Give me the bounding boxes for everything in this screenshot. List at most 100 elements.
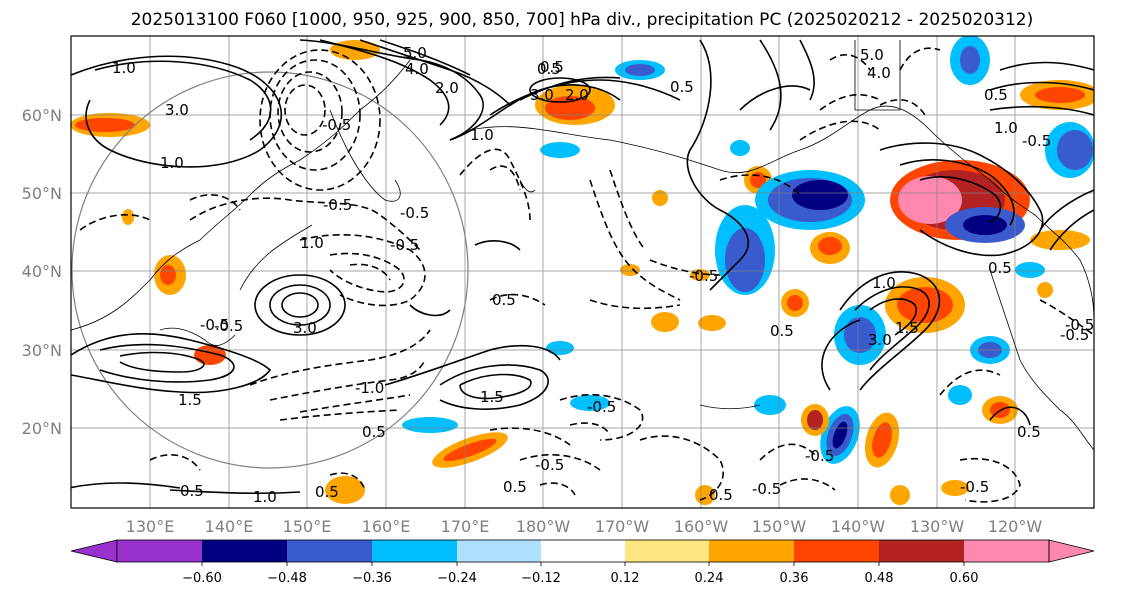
contour-label: 4.0 xyxy=(405,60,429,78)
colorbar-tick-label: −0.12 xyxy=(521,571,561,586)
contour-label: 3.0 xyxy=(530,86,554,104)
plot-title: 2025013100 F060 [1000, 950, 925, 900, 85… xyxy=(131,10,1034,30)
lon-tick-label: 140°E xyxy=(205,517,254,536)
colorbar-tick-label: 0.60 xyxy=(950,571,979,586)
colorbar-segment xyxy=(457,540,541,562)
contour-label: -0.5 xyxy=(323,196,352,214)
contour-label: 1.0 xyxy=(253,488,277,506)
lon-tick-label: 120°W xyxy=(988,517,1043,536)
precip-shading xyxy=(71,36,1094,505)
contour-label: -0.5 xyxy=(200,316,229,334)
lon-tick-label: 150°W xyxy=(752,517,807,536)
contour-label: 0.5 xyxy=(770,322,794,340)
map-frame xyxy=(70,35,1095,509)
contour-label: 3.0 xyxy=(165,101,189,119)
colorbar-extend-min xyxy=(70,539,118,563)
contour-label: -0.5 xyxy=(1060,326,1089,344)
colorbar-segment xyxy=(202,540,287,562)
contour-label: 2.0 xyxy=(565,86,589,104)
lat-tick-label: 20°N xyxy=(22,419,62,438)
colorbar-tick-label: 0.24 xyxy=(695,571,724,586)
contour-label: 5.0 xyxy=(860,46,884,64)
positive-contours xyxy=(71,39,1094,495)
lon-tick-label: 130°E xyxy=(126,517,175,536)
contour-label: -0.5 xyxy=(1065,316,1094,334)
contour-label: -0.5 xyxy=(214,317,243,335)
contour-label: 0.5 xyxy=(180,482,204,500)
contour-label: 4.0 xyxy=(867,64,891,82)
contour-label: 1.0 xyxy=(160,154,184,172)
contour-label: -0.5 xyxy=(752,480,781,498)
contour-label: -0.5 xyxy=(689,267,718,285)
lon-axis: 130°E 140°E 150°E 160°E 170°E 180°W 170°… xyxy=(126,517,1043,536)
contour-label: 0.5 xyxy=(988,259,1012,277)
colorbar-tick-label: 0.36 xyxy=(780,571,809,586)
contour-label: -0.5 xyxy=(322,116,351,134)
contour-label: -0.5 xyxy=(587,398,616,416)
lat-tick-label: 30°N xyxy=(22,341,62,360)
reference-circle xyxy=(71,71,469,469)
gridlines xyxy=(71,36,1094,508)
contour-label: -0.5 xyxy=(390,236,419,254)
contour-label: 0.5 xyxy=(670,78,694,96)
negative-contours xyxy=(79,47,1094,503)
contour-label: 1.5 xyxy=(178,391,202,409)
lat-tick-label: 50°N xyxy=(22,184,62,203)
colorbar-segment xyxy=(964,540,1049,562)
map-area: 1.0 3.0 5.0 4.0 2.0 0.5 -0.5 1.0 -0.5 3.… xyxy=(71,36,1094,508)
contour-label: 1.0 xyxy=(300,234,324,252)
contour-label: 5.0 xyxy=(403,44,427,62)
colorbar-segment xyxy=(794,540,879,562)
colorbar-tick-label: −0.36 xyxy=(352,571,392,586)
contour-label: -0.5 xyxy=(1022,132,1051,150)
colorbar-segment xyxy=(709,540,794,562)
lon-tick-label: 130°W xyxy=(910,517,965,536)
contour-label: 0.5 xyxy=(315,483,339,501)
contour-label: 1.5 xyxy=(895,319,919,337)
lat-axis: 60°N 50°N 40°N 30°N 20°N xyxy=(22,106,62,438)
contour-label: 0.5 xyxy=(540,58,564,76)
contour-label: 0.5 xyxy=(1017,423,1041,441)
colorbar-outline xyxy=(116,539,1050,563)
colorbar-segment xyxy=(879,540,964,562)
colorbar-segment xyxy=(372,540,457,562)
contour-label: -0.5 xyxy=(805,447,834,465)
contour-label: -0.5 xyxy=(400,204,429,222)
colorbar-extend-max xyxy=(1048,539,1095,563)
contour-label: 1.0 xyxy=(872,274,896,292)
colorbar: −0.60 −0.48 −0.36 −0.24 −0.12 0.12 0.24 … xyxy=(70,539,1095,586)
coastlines xyxy=(71,40,1094,451)
contour-labels: 1.0 3.0 5.0 4.0 2.0 0.5 -0.5 1.0 -0.5 3.… xyxy=(112,44,1094,506)
contour-label: 0.5 xyxy=(492,291,516,309)
colorbar-tick-label: −0.60 xyxy=(182,571,222,586)
colorbar-tick-label: 0.12 xyxy=(611,571,640,586)
colorbar-segment xyxy=(287,540,372,562)
lon-tick-label: 160°W xyxy=(674,517,729,536)
colorbar-segment xyxy=(625,540,709,562)
colorbar-tick-label: −0.24 xyxy=(437,571,477,586)
contour-label: -0.5 xyxy=(535,456,564,474)
lon-tick-label: 150°E xyxy=(283,517,332,536)
contour-label: 1.0 xyxy=(112,59,136,77)
contour-label: 1.5 xyxy=(480,388,504,406)
contour-label: 2.0 xyxy=(435,79,459,97)
colorbar-tick-label: −0.48 xyxy=(267,571,307,586)
colorbar-tick-label: 0.48 xyxy=(865,571,894,586)
lon-tick-label: 170°E xyxy=(441,517,490,536)
contour-label: 3.0 xyxy=(868,331,892,349)
contour-label: 0.5 xyxy=(984,86,1008,104)
contour-label: 0.5 xyxy=(537,60,561,78)
colorbar-ticks xyxy=(201,562,965,566)
lon-tick-label: 170°W xyxy=(595,517,650,536)
contour-label: 3.0 xyxy=(293,319,317,337)
lat-tick-label: 60°N xyxy=(22,106,62,125)
contour-label: 0.5 xyxy=(362,423,386,441)
contour-label: 0.5 xyxy=(503,478,527,496)
lon-tick-label: 180°W xyxy=(516,517,571,536)
lon-tick-label: 140°W xyxy=(831,517,886,536)
lat-tick-label: 40°N xyxy=(22,262,62,281)
contour-label: 1.0 xyxy=(994,119,1018,137)
colorbar-segment xyxy=(541,540,625,562)
contour-label: 1.0 xyxy=(470,126,494,144)
